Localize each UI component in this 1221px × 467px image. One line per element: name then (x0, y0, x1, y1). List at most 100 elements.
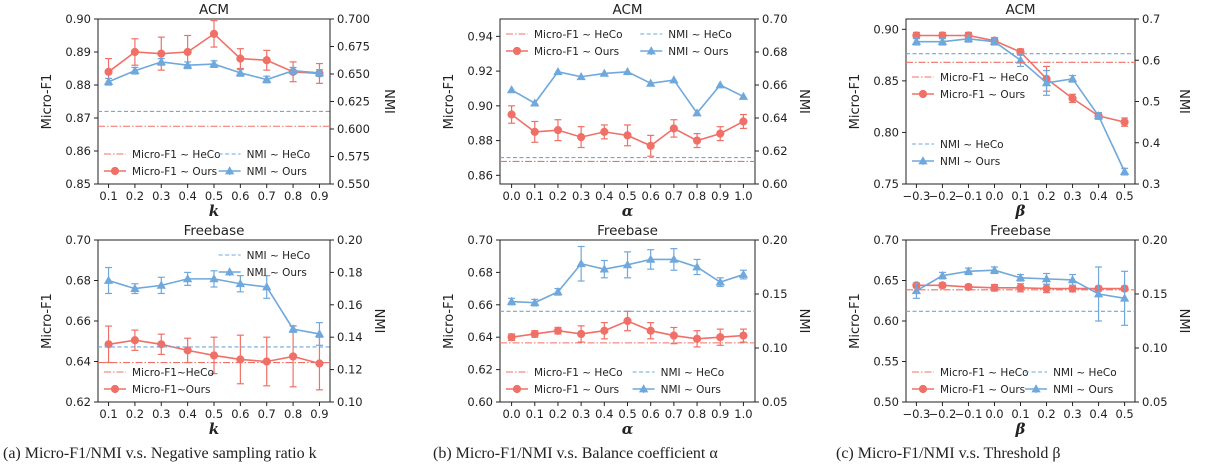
ours-nmi-point (1041, 78, 1052, 87)
x-tick-label: 0.4 (178, 407, 196, 421)
ours-nmi-point (288, 65, 298, 75)
x-tick-label: 0.5 (205, 189, 223, 203)
ours-f1-point (553, 126, 563, 135)
ours-nmi-point (235, 278, 246, 288)
chart-title: ACM (199, 2, 229, 18)
y2-axis-label: NMI (1176, 89, 1191, 114)
ours-nmi-point (314, 329, 325, 338)
ours-nmi-point (553, 66, 563, 76)
panel-1: ACM 0.0 0.1 0.2 0.3 0.4 0.5 0.6 0.7 0.8 0.9 1.0 α 0.8… (442, 2, 811, 220)
y-tick-label: 0.68 (467, 265, 493, 279)
y-axis-label: Micro-F1 (40, 74, 55, 130)
legend: Micro-F1 ~ HeCo NMI ~ HeCo Micro-F1 ~ Ours… (104, 149, 310, 178)
x-tick-label: −0.3 (902, 407, 930, 421)
x-tick-label: 0.2 (1037, 189, 1055, 203)
ours-nmi-point (963, 33, 974, 43)
x-axis-label: k (209, 202, 219, 220)
chart-title: Freebase (184, 223, 245, 239)
ours-nmi-point (692, 108, 702, 117)
y-tick-label: 0.85 (65, 177, 91, 191)
y2-axis-label: NMI (381, 89, 396, 114)
ours-f1-point (130, 336, 140, 345)
y-tick-label: 0.62 (467, 363, 493, 377)
x-tick-label: 0.3 (1063, 407, 1081, 421)
x-tick-label: 0.4 (1089, 189, 1107, 203)
ours-nmi-point (622, 260, 633, 269)
ours-f1-point (692, 136, 702, 145)
panel-4: Freebase 0.0 0.1 0.2 0.3 0.4 0.5 0.6 0.7 0.8 0.9 1.… (442, 223, 811, 438)
x-tick-label: 0.9 (711, 189, 729, 203)
x-axis-label: α (622, 202, 634, 220)
y2-tick-label: 0.700 (337, 12, 370, 26)
ours-nmi-point (715, 277, 725, 286)
legend-marker (638, 384, 649, 393)
ours-f1-point (716, 129, 725, 138)
x-tick-label: 0.1 (1011, 407, 1029, 421)
x-tick-label: 0.0 (502, 189, 520, 203)
legend: NMI ~ HeCo NMI ~ Ours Micro-F1~HeCo Micro-F… (104, 250, 310, 396)
ours-f1-point (669, 124, 678, 133)
y-tick-label: 0.64 (467, 330, 493, 344)
ours-nmi-point (288, 324, 298, 333)
x-tick-label: −0.2 (928, 407, 956, 421)
legend-label-heco-f1: Micro-F1 ~ HeCo (132, 149, 221, 161)
x-tick-label: 0.4 (595, 189, 613, 203)
y-tick-label: 0.60 (873, 314, 899, 328)
legend-marker (224, 166, 235, 175)
ours-f1-point (157, 49, 166, 58)
y-axis-label: Micro-F1 (848, 74, 863, 130)
ours-nmi-point (646, 78, 656, 87)
y-tick-label: 0.62 (65, 395, 91, 409)
legend-label-heco-nmi: NMI ~ HeCo (247, 149, 311, 161)
ours-f1-point (315, 359, 324, 368)
x-tick-label: 0.8 (688, 189, 706, 203)
ours-nmi-point (314, 68, 325, 77)
ours-nmi-point (1067, 74, 1078, 83)
panel-0: ACM 0.1 0.2 0.3 0.4 0.5 0.6 0.7 0.8 0.9 k 0.85 0.86 0… (40, 2, 396, 220)
y2-tick-label: 0.12 (337, 363, 363, 377)
y2-tick-label: 0.16 (337, 298, 363, 312)
ours-nmi-point (209, 59, 219, 68)
ours-f1-point (600, 326, 609, 335)
y-tick-label: 0.94 (467, 29, 493, 43)
legend-marker (918, 156, 928, 165)
ours-nmi-point (669, 254, 679, 263)
ours-nmi-point (209, 274, 219, 283)
ours-f1-point (183, 47, 192, 57)
y2-tick-label: 0.675 (337, 40, 370, 54)
x-tick-label: 0.6 (231, 407, 249, 421)
legend-marker (1031, 384, 1041, 393)
ours-nmi-point (692, 262, 702, 271)
y-tick-label: 0.80 (873, 125, 899, 139)
y2-axis-label: NMI (371, 309, 386, 334)
legend-label-ours-f1: Micro-F1 ~ Ours (534, 384, 619, 396)
ours-nmi-point (989, 265, 1000, 274)
ours-f1-point (646, 326, 655, 335)
ours-nmi-point (622, 66, 633, 76)
legend-label-heco-f1: Micro-F1 ~ HeCo (940, 367, 1029, 379)
ours-f1-point (600, 127, 609, 136)
x-tick-label: −0.3 (902, 189, 930, 203)
y2-tick-label: 0.5 (1142, 95, 1160, 109)
ours-f1-point (1042, 284, 1051, 293)
legend: Micro-F1 ~ HeCo NMI ~ HeCo Micro-F1 ~ Ours… (506, 29, 732, 58)
ours-nmi-point (235, 68, 246, 77)
ours-f1-point (236, 54, 245, 63)
y2-tick-label: 0.4 (1142, 136, 1160, 150)
ours-nmi-point (1119, 166, 1130, 175)
ours-nmi-point (530, 297, 540, 306)
ours-nmi-point (1041, 274, 1052, 283)
x-tick-label: 0.3 (1063, 189, 1081, 203)
x-tick-label: 0.9 (310, 189, 328, 203)
ours-nmi-point (989, 36, 1000, 46)
y2-tick-label: 0.18 (337, 265, 363, 279)
legend-label-ours-f1: Micro-F1 ~ Ours (940, 384, 1025, 396)
ours-f1-point (130, 47, 140, 57)
x-tick-label: 0.6 (642, 189, 660, 203)
y-tick-label: 0.89 (65, 45, 91, 59)
y-tick-label: 0.66 (467, 298, 493, 312)
ours-f1-point (262, 357, 271, 366)
y-axis-label: Micro-F1 (848, 293, 863, 349)
panel-2: ACM −0.3−0.2−0.1 0.0 0.1 0.2 0.3 0.4 0.5 β 0.75 0.… (848, 2, 1191, 220)
